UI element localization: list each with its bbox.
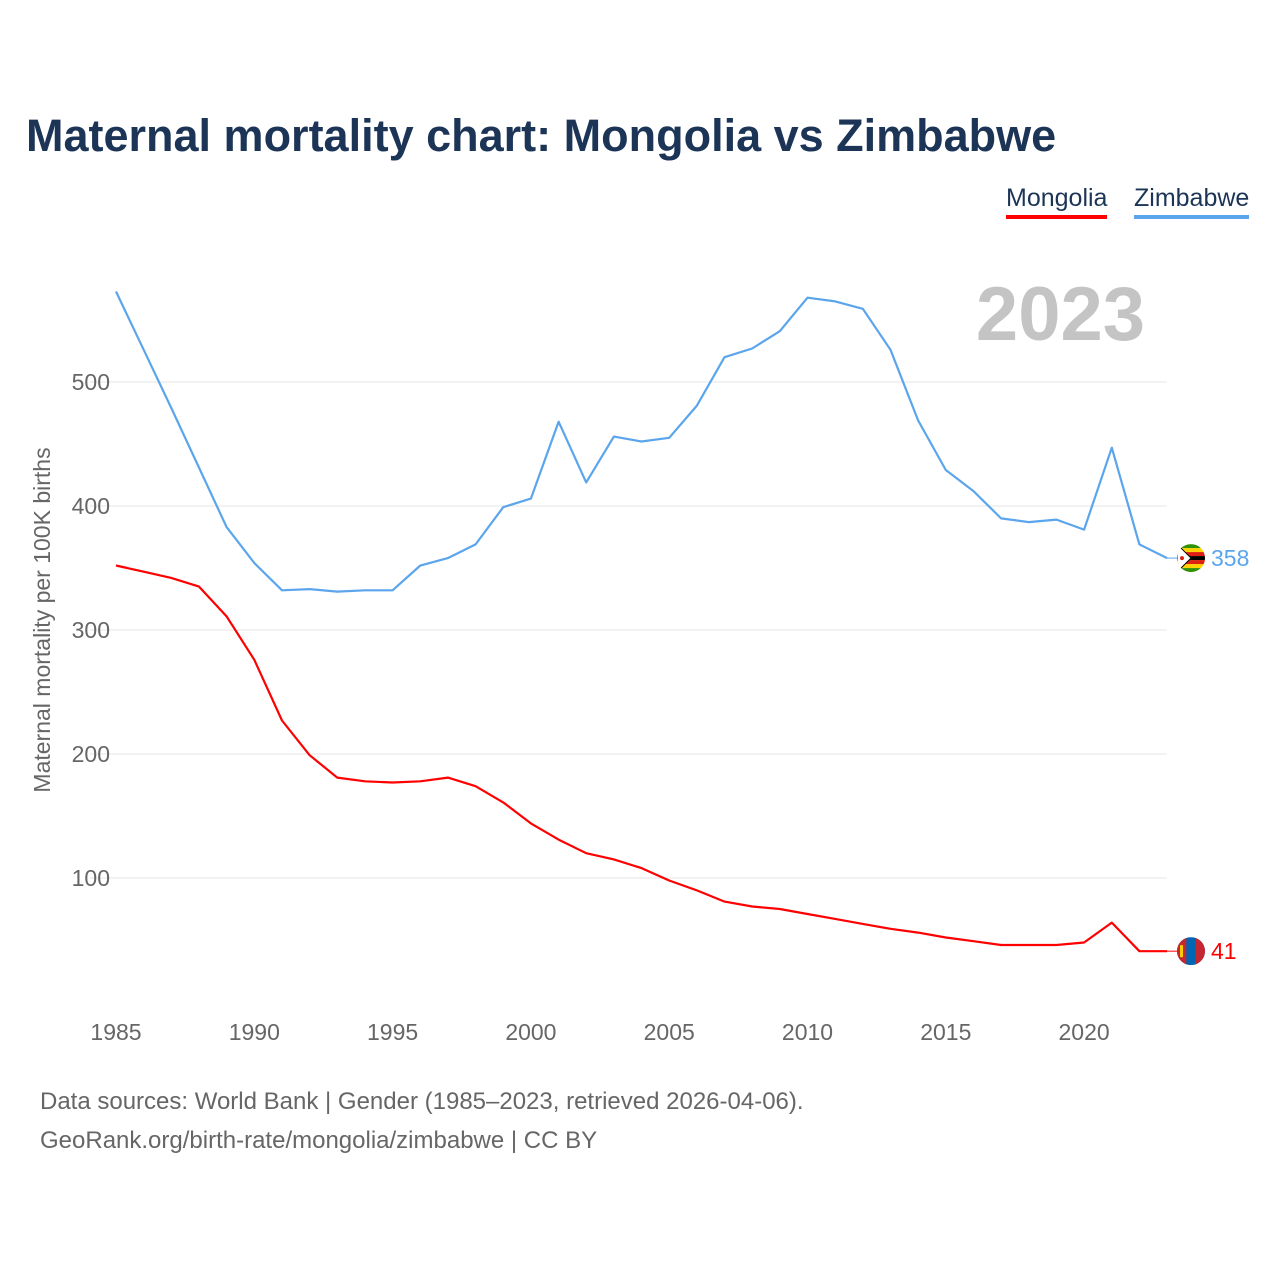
end-value-label-zimbabwe: 358 xyxy=(1211,545,1249,571)
y-tick-label: 500 xyxy=(72,369,110,395)
zimbabwe-flag-icon xyxy=(1177,544,1205,573)
mongolia-flag-icon xyxy=(1177,937,1205,966)
legend-zimbabwe[interactable]: Zimbabwe xyxy=(1134,184,1250,219)
chart-title: Maternal mortality chart: Mongolia vs Zi… xyxy=(26,110,1057,161)
x-tick-label: 1985 xyxy=(90,1019,141,1045)
year-watermark: 2023 xyxy=(976,272,1145,357)
y-tick-label: 100 xyxy=(72,865,110,891)
y-tick-label: 400 xyxy=(72,493,110,519)
x-tick-label: 2000 xyxy=(505,1019,556,1045)
end-value-label-mongolia: 41 xyxy=(1211,938,1237,964)
footer-credit[interactable]: GeoRank.org/birth-rate/mongolia/zimbabwe… xyxy=(40,1127,598,1154)
y-tick-label: 300 xyxy=(72,617,110,643)
x-tick-label: 2020 xyxy=(1059,1019,1110,1045)
series-line-mongolia xyxy=(115,564,1168,953)
series-line-zimbabwe xyxy=(115,291,1168,593)
x-tick-label: 1995 xyxy=(367,1019,418,1045)
legend-mongolia[interactable]: Mongolia xyxy=(1006,184,1108,219)
x-tick-label: 2005 xyxy=(644,1019,695,1045)
x-tick-label: 2010 xyxy=(782,1019,833,1045)
x-tick-label: 2015 xyxy=(920,1019,971,1045)
y-tick-label: 200 xyxy=(72,741,110,767)
y-axis-label: Maternal mortality per 100K births xyxy=(29,447,55,792)
x-tick-label: 1990 xyxy=(229,1019,280,1045)
footer-sources: Data sources: World Bank | Gender (1985–… xyxy=(40,1088,804,1115)
